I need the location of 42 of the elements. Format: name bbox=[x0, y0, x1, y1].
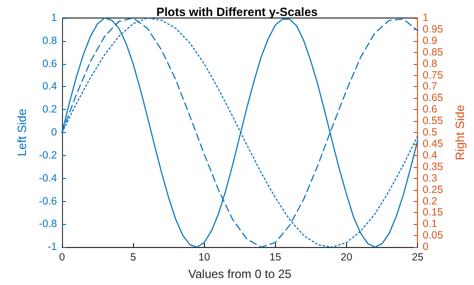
y2-tick-label: 0.55 bbox=[422, 115, 444, 128]
y-axis-title: Left Side bbox=[15, 108, 29, 156]
y2-tick-label: 0.3 bbox=[422, 172, 438, 184]
x-tick-label: 25 bbox=[412, 252, 424, 264]
y2-tick-label: 0.35 bbox=[422, 160, 444, 173]
y2-tick-label: 0.65 bbox=[422, 92, 444, 104]
y2-tick-label: 0.75 bbox=[422, 69, 444, 82]
y-tick-label: 1 bbox=[51, 12, 58, 24]
x-tick-label: 5 bbox=[130, 252, 136, 264]
y2-tick-label: 0.95 bbox=[422, 23, 444, 36]
y2-tick-label: 0.25 bbox=[422, 184, 444, 196]
y2-axis-title: Right Side bbox=[453, 104, 467, 160]
y2-tick-label: 0.6 bbox=[422, 104, 438, 116]
y2-tick-label: 0.1 bbox=[422, 218, 438, 230]
chart-title: Plots with Different y-Scales bbox=[156, 5, 318, 19]
x-tick-label: 15 bbox=[270, 252, 282, 264]
y2-tick-label: 0.85 bbox=[422, 46, 444, 58]
y2-tick-label: 0 bbox=[422, 241, 429, 254]
y2-tick-label: 0.15 bbox=[422, 206, 444, 219]
x-axis-title: Values from 0 to 25 bbox=[188, 267, 292, 281]
y2-tick-label: 0.4 bbox=[422, 149, 438, 162]
x-tick-label: 20 bbox=[340, 252, 353, 264]
y-tick-label: -0.8 bbox=[38, 218, 58, 230]
y2-tick-label: 0.45 bbox=[422, 138, 444, 150]
x-tick-label: 10 bbox=[198, 252, 210, 264]
y2-tick-label: 0.2 bbox=[422, 195, 438, 208]
y-tick-label: -0.6 bbox=[38, 195, 58, 208]
y2-tick-label: 0.8 bbox=[422, 58, 438, 70]
y-tick-label: 0 bbox=[51, 126, 58, 139]
y2-tick-label: 1 bbox=[422, 12, 429, 24]
x-tick-label: 0 bbox=[59, 252, 66, 264]
y-tick-label: 0.4 bbox=[42, 80, 58, 93]
y2-tick-label: 0.9 bbox=[422, 34, 438, 47]
y-tick-label: 0.6 bbox=[42, 58, 58, 70]
y2-tick-label: 0.7 bbox=[422, 80, 438, 93]
y-tick-label: 0.2 bbox=[42, 104, 58, 116]
y2-tick-label: 0.5 bbox=[422, 126, 438, 139]
y-tick-label: -0.2 bbox=[38, 149, 58, 162]
y2-tick-label: 0.05 bbox=[422, 230, 444, 242]
y-tick-label: -0.4 bbox=[38, 172, 58, 184]
y-tick-label: -1 bbox=[48, 241, 58, 254]
y-tick-label: 0.8 bbox=[42, 34, 58, 47]
